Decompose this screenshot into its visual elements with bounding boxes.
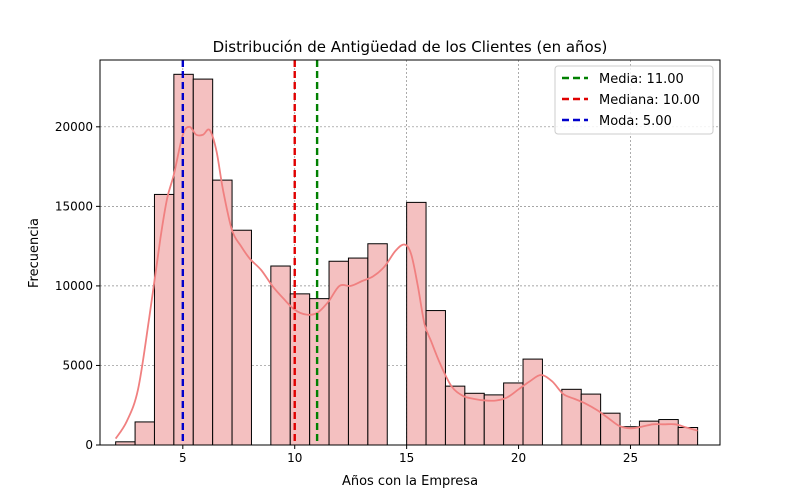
histogram-bar-6 — [231, 229, 252, 446]
y-axis-ticks: 0 5000 10000 15000 20000 — [55, 120, 100, 452]
chart-title: Distribución de Antigüedad de los Client… — [213, 38, 608, 56]
histogram-bar-24 — [580, 393, 602, 446]
histogram-bar-15 — [406, 201, 427, 446]
histogram-bars — [115, 73, 699, 446]
histogram-bar-26 — [619, 426, 640, 446]
x-tick-label-4: 25 — [623, 451, 638, 465]
kde-curve-group — [114, 125, 698, 440]
x-tick-label-1: 10 — [287, 451, 302, 465]
kde-curve — [114, 125, 698, 440]
y-tick-label-4: 20000 — [55, 120, 93, 134]
y-axis-label: Frecuencia — [27, 218, 42, 288]
x-axis-label: Años con la Empresa — [342, 474, 478, 489]
legend: Media: 11.00 Mediana: 10.00 Moda: 5.00 — [554, 65, 714, 135]
legend-label-2: Moda: 5.00 — [599, 114, 672, 129]
histogram-bar-9 — [289, 293, 311, 446]
y-tick-label-3: 15000 — [55, 199, 93, 213]
y-tick-label-2: 10000 — [55, 279, 93, 293]
histogram-bar-2 — [153, 193, 175, 446]
y-tick-label-1: 5000 — [62, 358, 93, 372]
histogram-bar-10 — [309, 298, 330, 446]
legend-label-0: Media: 11.00 — [599, 72, 684, 87]
histogram-bar-18 — [464, 392, 485, 446]
histogram-bar-11 — [328, 260, 349, 446]
histogram-bar-1 — [134, 421, 155, 446]
x-axis-ticks: 5 10 15 20 25 — [179, 445, 638, 465]
histogram-bar-21 — [522, 358, 543, 446]
histogram-bar-16 — [425, 310, 446, 446]
legend-box — [554, 65, 714, 135]
histogram-bar-19 — [483, 394, 505, 446]
legend-label-1: Mediana: 10.00 — [599, 93, 700, 108]
histogram-bar-25 — [600, 412, 621, 446]
x-tick-label-2: 15 — [399, 451, 414, 465]
reference-lines — [181, 60, 319, 445]
plot-frame — [99, 59, 721, 446]
y-tick-label-0: 0 — [85, 438, 93, 452]
x-tick-label-0: 5 — [179, 451, 187, 465]
histogram-bar-8 — [270, 265, 291, 446]
x-tick-label-3: 20 — [511, 451, 526, 465]
